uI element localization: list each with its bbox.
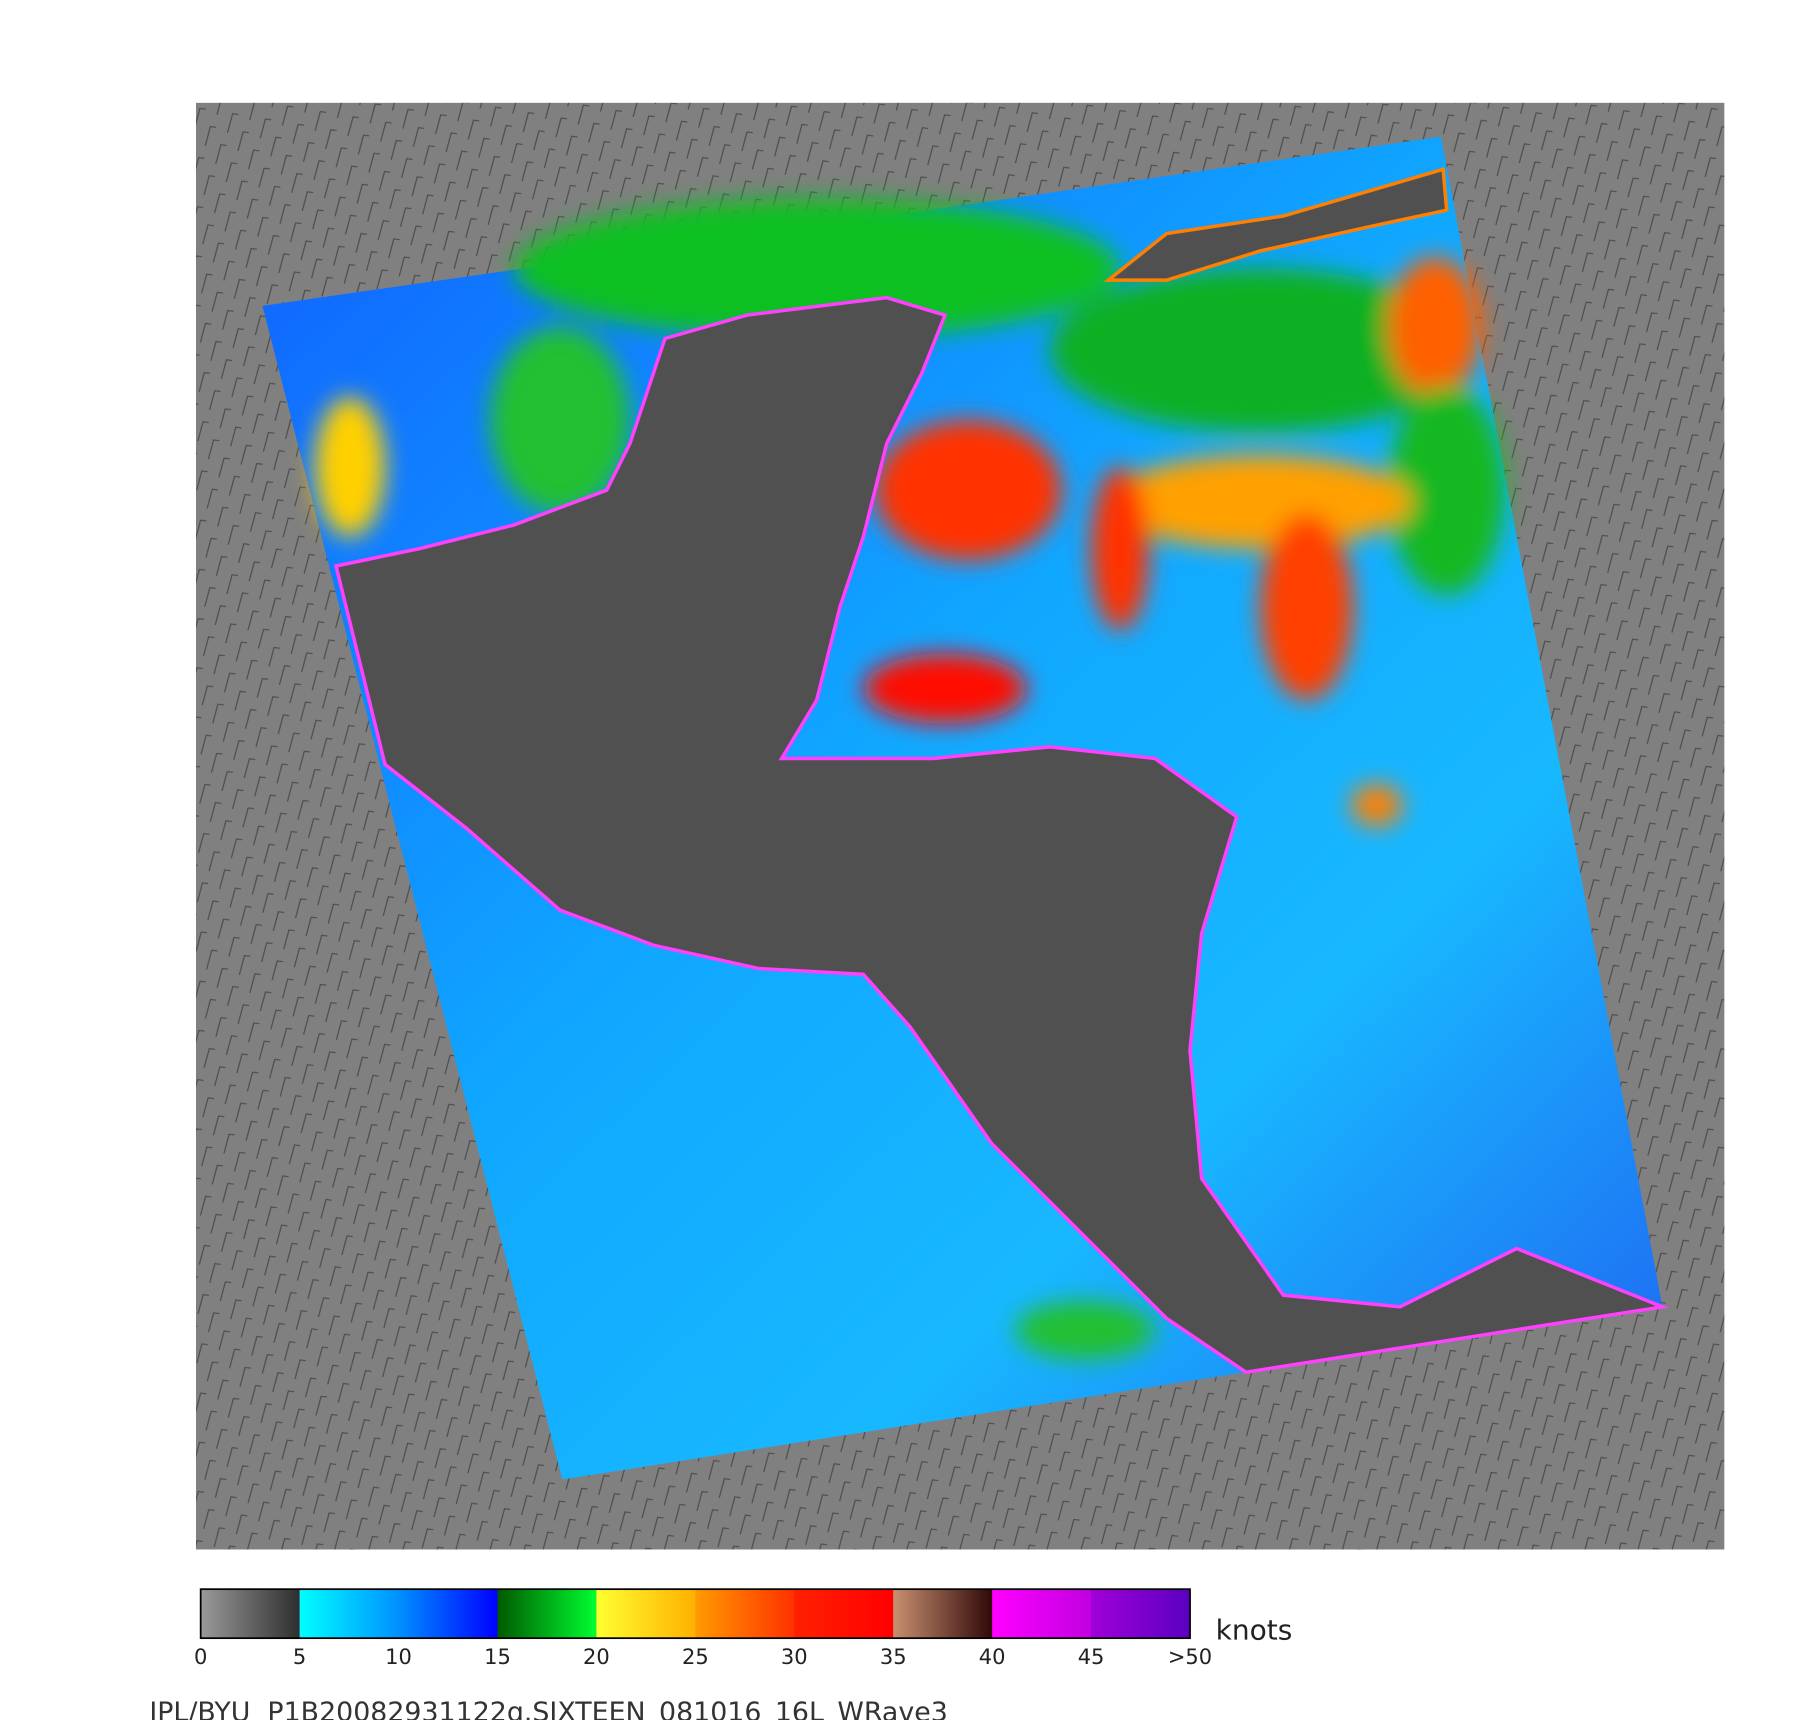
colorbar-tick-label: 30 xyxy=(781,1645,808,1669)
colorbar-segment xyxy=(398,1589,499,1639)
colorbar-segment xyxy=(893,1589,993,1639)
footer: JPL/BYU P1B20082931122q.SIXTEEN_081016_1… xyxy=(147,1697,947,1720)
colorbar-segment xyxy=(992,1589,1092,1639)
colorbar-tick-label: 10 xyxy=(385,1645,412,1669)
colorbar-segment xyxy=(695,1589,795,1639)
colorbar-segment xyxy=(200,1589,301,1639)
colorbar-frame xyxy=(199,1588,1191,1640)
colorbar-tick-label: 25 xyxy=(682,1645,709,1669)
colorbar-tick-label: 35 xyxy=(880,1645,907,1669)
colorbar-segment xyxy=(596,1589,696,1639)
colorbar-tick-label: >50 xyxy=(1168,1645,1212,1669)
colorbar-tick-label: 20 xyxy=(583,1645,610,1669)
colorbar-segment xyxy=(1091,1589,1191,1639)
colorbar-segment xyxy=(497,1589,597,1639)
colorbar-tick-label: 5 xyxy=(293,1645,306,1669)
swath xyxy=(262,136,1670,1480)
colorbar-tick-label: 0 xyxy=(194,1645,207,1669)
land xyxy=(333,295,1670,1375)
colorbar-tick-label: 45 xyxy=(1078,1645,1105,1669)
island xyxy=(1103,167,1449,282)
wind-patches xyxy=(315,198,1505,1360)
colorbar-unit: knots xyxy=(1216,1613,1293,1646)
colorbar-segment xyxy=(299,1589,400,1639)
colorbar-segment xyxy=(794,1589,894,1639)
colorbar-tick-label: 15 xyxy=(484,1645,511,1669)
colorbar-tick-label: 40 xyxy=(979,1645,1006,1669)
colorbar: 0 5 10 15 20 25 30 35 40 45 >50 xyxy=(194,1588,1212,1669)
